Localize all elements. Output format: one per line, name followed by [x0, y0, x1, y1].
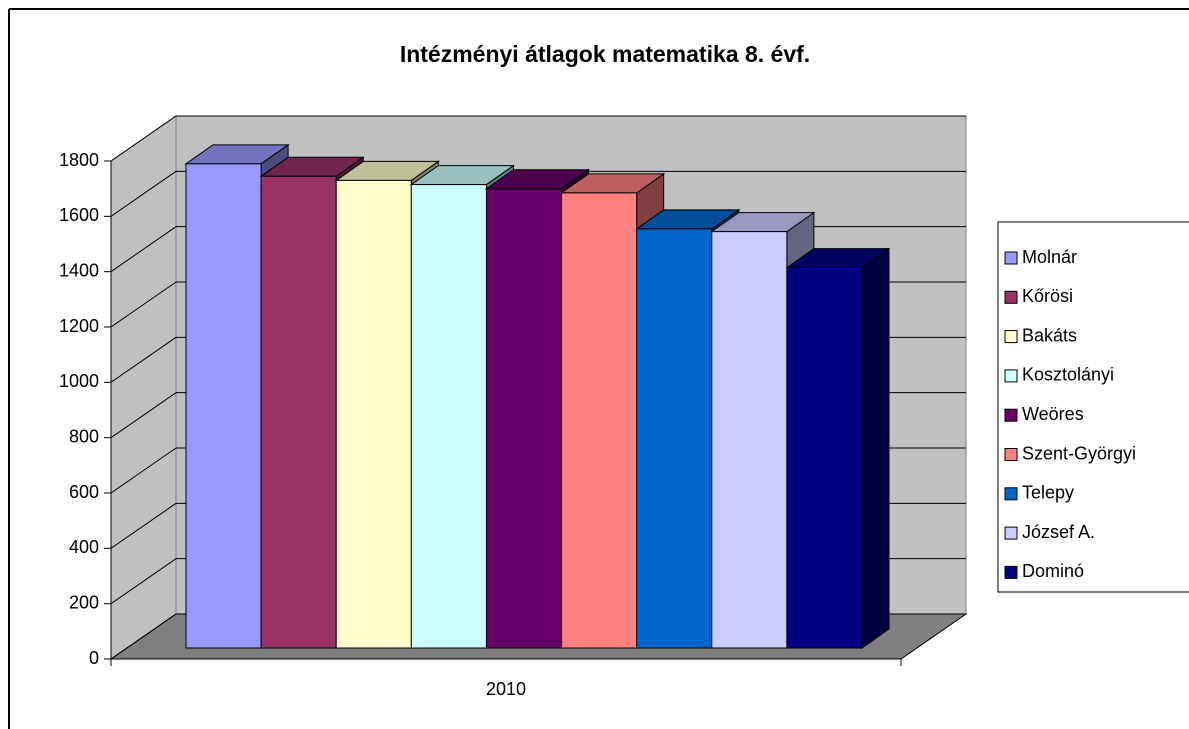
legend-label: Bakáts [1022, 325, 1077, 345]
y-tick-label: 1800 [59, 150, 99, 170]
legend-label: Molnár [1022, 247, 1077, 267]
grid-line [110, 115, 177, 162]
bar-front [786, 267, 863, 649]
legend [997, 221, 1189, 593]
grid-line [110, 170, 177, 217]
legend-swatch [1004, 290, 1018, 304]
grid-line [110, 336, 177, 383]
grid-line [110, 226, 177, 273]
side-wall [110, 115, 177, 660]
legend-label: Kőrösi [1022, 286, 1073, 306]
legend-label: Weöres [1022, 404, 1084, 424]
grid-line [110, 392, 177, 439]
legend-swatch [1004, 565, 1018, 579]
bar-front [485, 188, 563, 649]
x-tick-label: 2010 [486, 679, 526, 699]
grid-line [110, 558, 177, 605]
bar-front [260, 175, 337, 649]
legend-label: Kosztolányi [1022, 365, 1114, 385]
y-tick-label: 1600 [59, 205, 99, 225]
legend-swatch [1004, 369, 1018, 383]
y-tick-label: 1200 [59, 316, 99, 336]
bar-front [185, 163, 262, 649]
legend-swatch [1004, 330, 1018, 344]
legend-swatch [1004, 408, 1018, 422]
bar-front [636, 228, 713, 649]
bar-front [561, 192, 638, 649]
bar-front [410, 184, 487, 649]
legend-swatch [1004, 448, 1018, 461]
legend-label: Szent-Györgyi [1022, 443, 1136, 463]
bar-front [335, 179, 412, 649]
bar-side [861, 247, 890, 649]
y-tick-label: 800 [69, 426, 99, 446]
legend-label: József A. [1022, 522, 1095, 542]
legend-swatch [1004, 526, 1018, 540]
chart-title: Intézményi átlagok matematika 8. évf. [400, 41, 810, 67]
legend-swatch [1004, 251, 1018, 265]
legend-label: Telepy [1022, 483, 1074, 503]
y-tick-label: 1000 [59, 371, 99, 391]
bar [785, 247, 891, 649]
grid-line [110, 613, 177, 660]
bar-front [711, 231, 788, 649]
y-tick-label: 0 [89, 648, 99, 668]
grid-line [110, 502, 177, 549]
legend-label: Dominó [1022, 561, 1084, 581]
grid-line [110, 281, 177, 328]
y-tick-label: 1400 [59, 260, 99, 280]
y-tick-label: 600 [69, 482, 99, 502]
y-tick-label: 200 [69, 592, 99, 612]
legend-swatch [1004, 487, 1018, 501]
y-tick-label: 400 [69, 537, 99, 557]
grid-line [110, 447, 177, 494]
